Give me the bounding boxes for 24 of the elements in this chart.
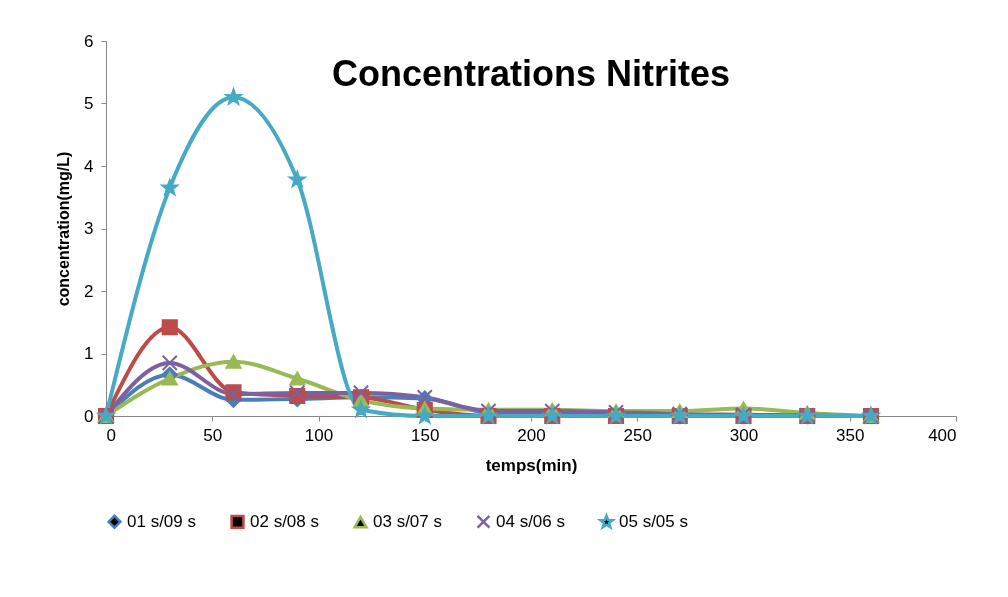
x-tick-label: 50 <box>203 425 223 445</box>
legend-label: 03 s/07 s <box>373 512 442 532</box>
y-tick-label: 2 <box>84 281 94 301</box>
y-tick-label: 0 <box>84 406 94 426</box>
x-tick-label: 400 <box>928 425 957 445</box>
legend-label: 02 s/08 s <box>250 511 319 531</box>
y-tick-label: 4 <box>84 156 94 176</box>
y-tick-label: 3 <box>84 219 94 238</box>
chart-title: Concentrations Nitrites <box>331 53 731 94</box>
x-tick-label: 350 <box>836 425 865 445</box>
x-tick-label: 200 <box>517 425 546 445</box>
x-tick-label: 150 <box>411 425 440 445</box>
x-tick-label: 100 <box>304 425 334 445</box>
legend-label: 04 s/06 s <box>496 511 565 531</box>
legend-label: 05 s/05 s <box>619 512 688 532</box>
x-tick-label: 250 <box>623 425 652 445</box>
y-tick-label: 5 <box>84 94 94 113</box>
y-axis-title: concentration(mg/L) <box>55 151 73 307</box>
x-axis-title: temps(min) <box>485 455 578 475</box>
x-tick-label: 0 <box>106 425 116 445</box>
y-tick-label: 1 <box>84 344 94 363</box>
y-tick-label: 6 <box>84 31 94 51</box>
legend-label: 01 s/09 s <box>127 511 196 531</box>
x-tick-label: 300 <box>729 425 759 445</box>
